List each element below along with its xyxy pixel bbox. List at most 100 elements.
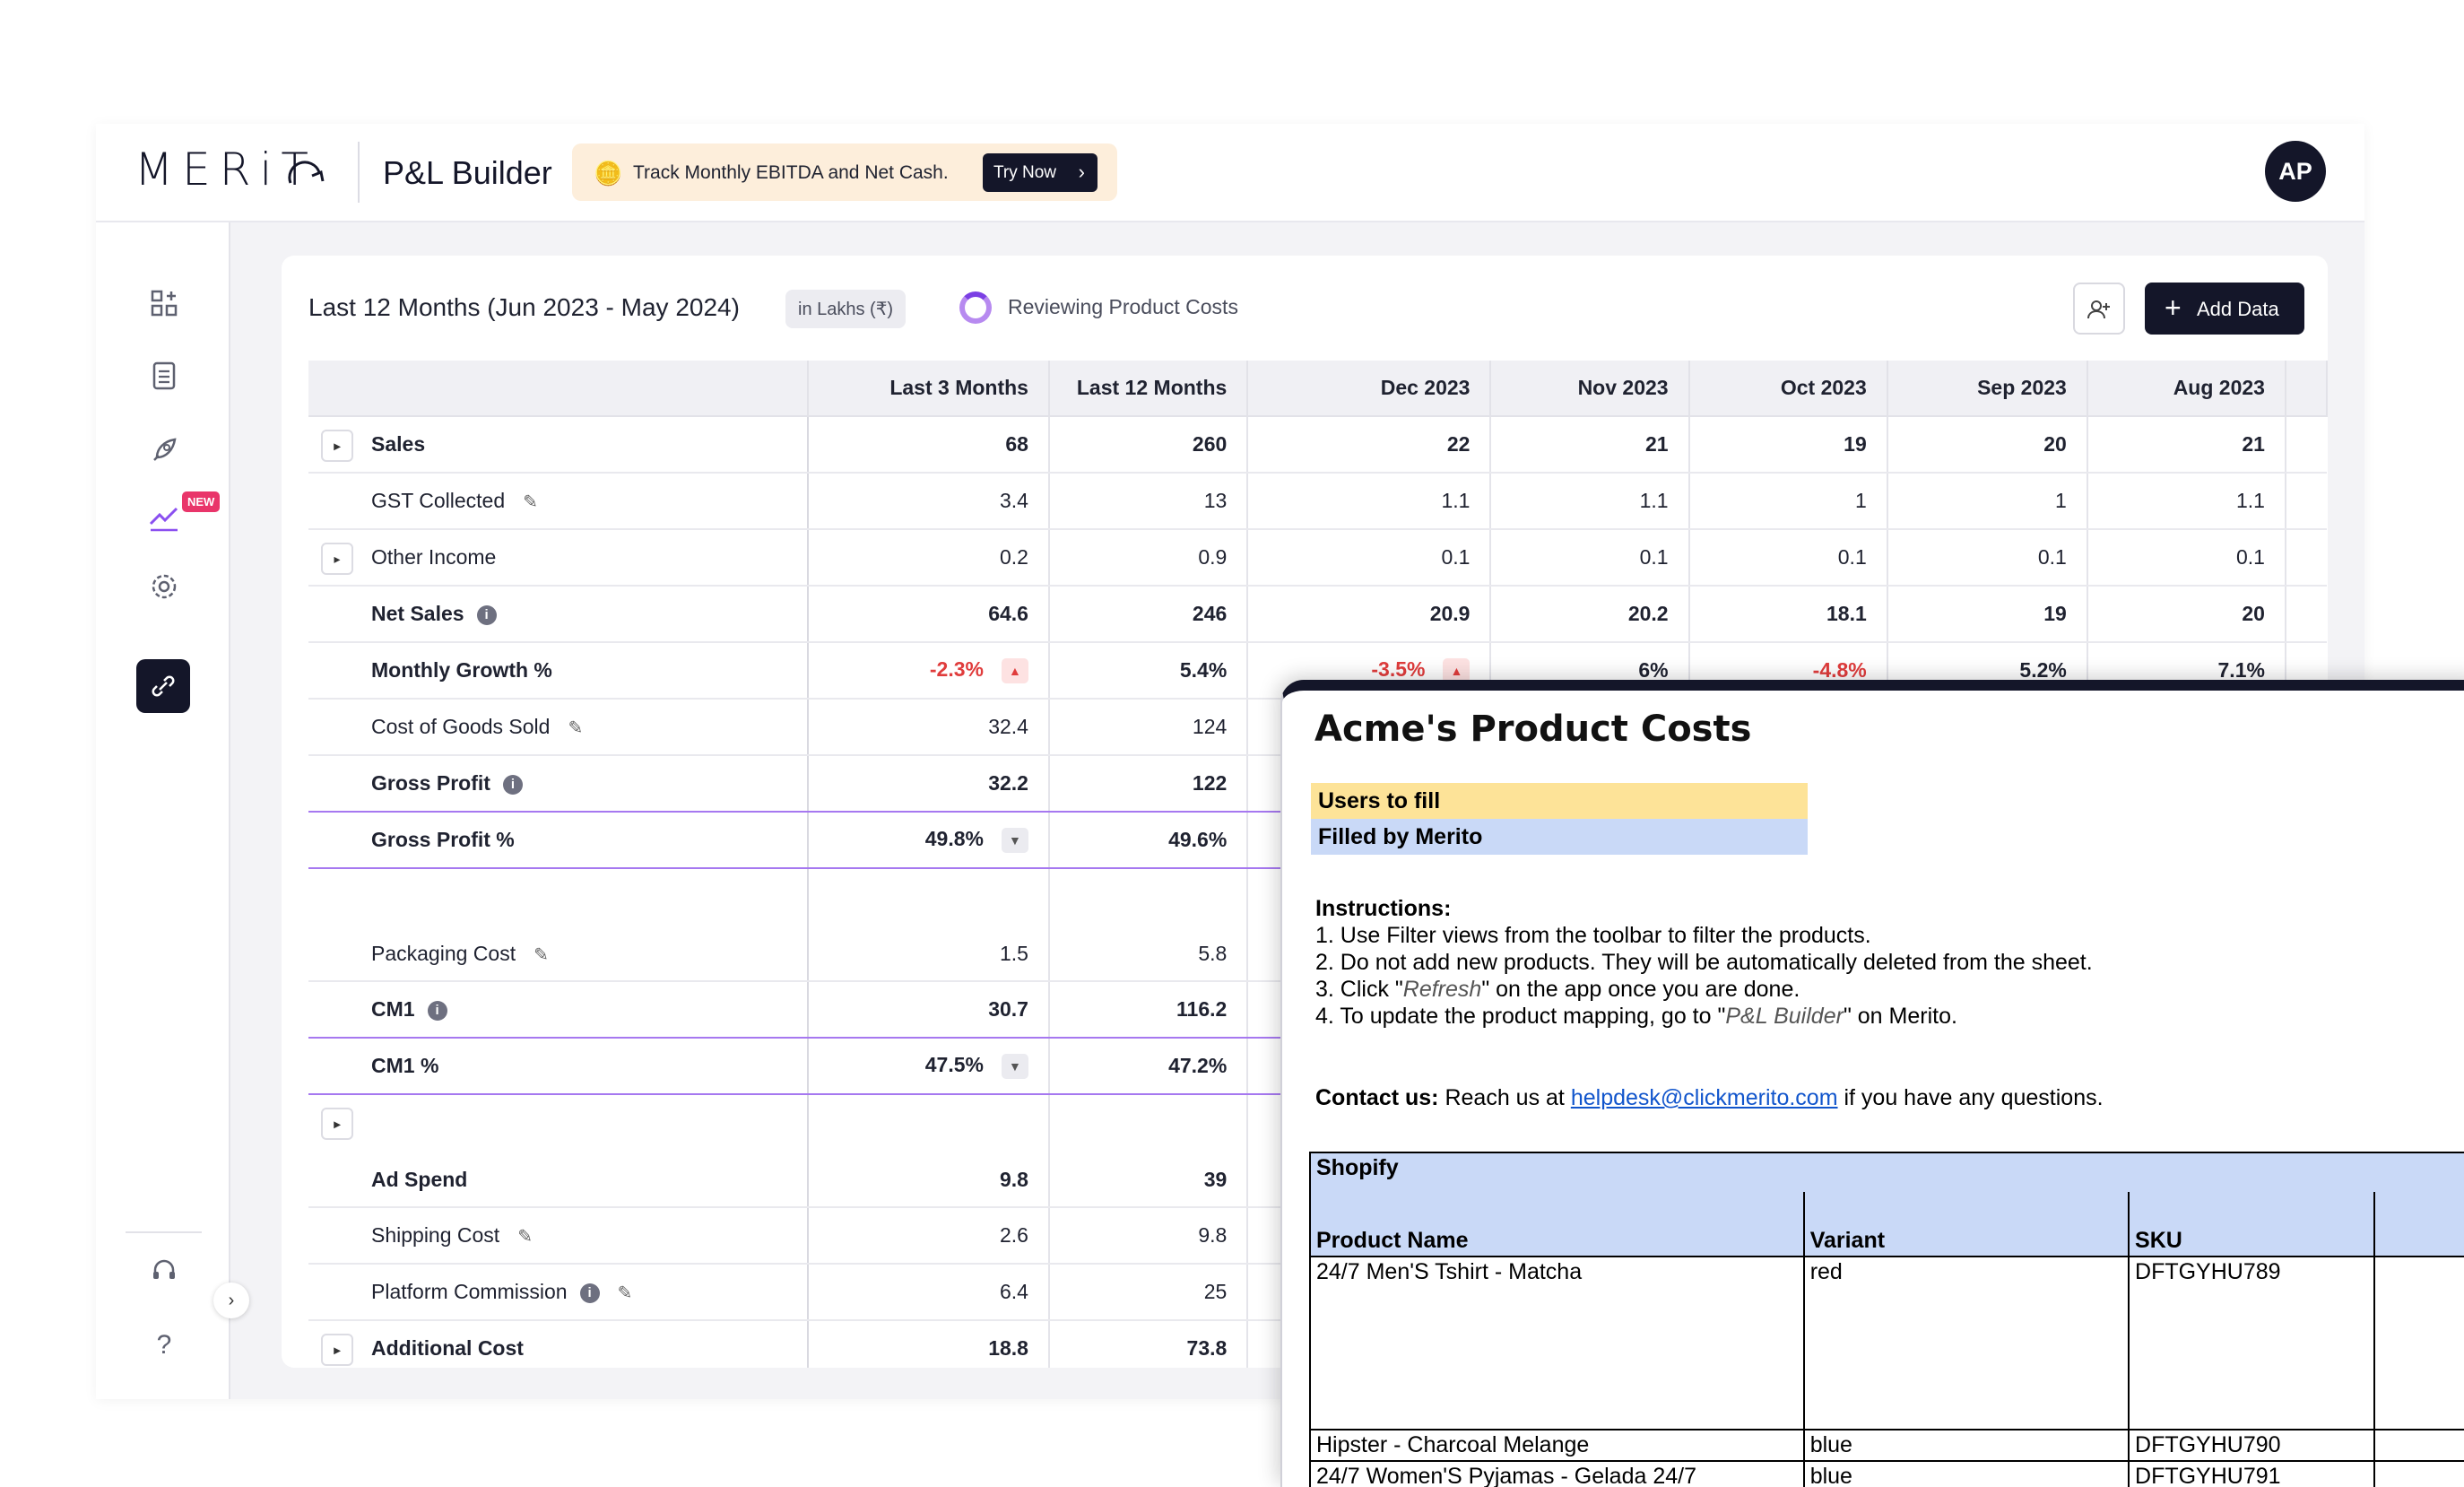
value: 21: [1644, 432, 1669, 456]
value-cell: 49.8% ▼: [807, 812, 1050, 869]
value: 30.7: [988, 997, 1028, 1021]
value-cell: 0.1: [1688, 529, 1888, 587]
row-label: Additional Cost: [371, 1336, 524, 1360]
sku-cell[interactable]: DFTGYHU790: [2128, 1429, 2376, 1462]
table-row: ▸ Sales 68 260 22 21 19 20 21: [308, 416, 2327, 474]
variant-cell[interactable]: red: [1802, 1256, 2130, 1430]
edit-pencil-icon[interactable]: ✎: [617, 1283, 633, 1303]
help-icon[interactable]: ?: [156, 1330, 172, 1360]
trend-down-chip-icon[interactable]: ▼: [1001, 1053, 1028, 1079]
trend-up-chip-icon[interactable]: ▲: [1001, 657, 1028, 683]
value: 21: [2242, 432, 2265, 456]
support-icon[interactable]: [146, 1257, 182, 1293]
value-cell: 20.9: [1247, 586, 1492, 643]
edit-pencil-icon[interactable]: ✎: [534, 945, 549, 965]
value: 9.8: [999, 1168, 1028, 1191]
sku-cell[interactable]: DFTGYHU791: [2128, 1460, 2376, 1487]
value-cell: 0.1: [1887, 529, 2088, 587]
row-label-cell: Gross Profit i: [308, 755, 809, 813]
row-label-cell: Monthly Growth %: [308, 642, 809, 700]
rocket-icon[interactable]: [146, 436, 182, 472]
instruction-text: " on the app once you are done.: [1481, 977, 1800, 1002]
header-divider: [358, 142, 360, 203]
column-header: Product Name: [1309, 1192, 1805, 1257]
cost-cell[interactable]: [2373, 1429, 2464, 1462]
edit-pencil-icon[interactable]: ✎: [568, 718, 584, 738]
variant-cell[interactable]: blue: [1802, 1429, 2130, 1462]
value: 3.4: [999, 489, 1028, 512]
variant-cell[interactable]: blue: [1802, 1460, 2130, 1487]
plus-icon: +: [2165, 291, 2182, 324]
expand-row-icon[interactable]: ▸: [321, 430, 353, 462]
expand-row-icon[interactable]: ▸: [321, 543, 353, 575]
promo-text: Track Monthly EBITDA and Net Cash.: [633, 162, 949, 183]
integrations-icon[interactable]: [136, 659, 190, 713]
value: 18.1: [1826, 602, 1867, 625]
contact-line: Contact us: Reach us at helpdesk@clickme…: [1315, 1085, 2104, 1111]
edit-pencil-icon[interactable]: ✎: [523, 492, 538, 512]
trend-up-chip-icon[interactable]: ▲: [1443, 657, 1471, 683]
product-name-cell[interactable]: 24/7 Women'S Pyjamas - Gelada 24/7: [1309, 1460, 1805, 1487]
row-label-cell: CM1 i: [308, 981, 809, 1039]
value: 116.2: [1176, 997, 1228, 1021]
info-icon[interactable]: i: [579, 1283, 600, 1303]
edit-pencil-icon[interactable]: ✎: [517, 1227, 533, 1247]
value: 1: [1854, 489, 1867, 512]
cost-cell[interactable]: [2373, 1256, 2464, 1430]
column-header: Sep 2023: [1887, 361, 2088, 417]
trend-icon[interactable]: [146, 500, 182, 536]
period-title: Last 12 Months (Jun 2023 - May 2024): [308, 293, 740, 321]
value: 22: [1446, 432, 1471, 456]
value-cell: 0.1: [1490, 529, 1690, 587]
settings-icon[interactable]: [146, 572, 182, 608]
value: 0.1: [2037, 545, 2067, 569]
info-icon[interactable]: i: [476, 604, 497, 625]
row-label: Ad Spend: [371, 1168, 468, 1191]
value-cell: 30.7: [807, 981, 1050, 1039]
table-row: 24/7 Women'S Pyjamas - Gelada 24/7 blue …: [1309, 1460, 2464, 1487]
column-header: SKU: [2128, 1192, 2376, 1257]
app-title: P&L Builder: [383, 154, 552, 191]
value-cell: 39: [1048, 1094, 1249, 1208]
instruction-text: 4. To update the product mapping, go to …: [1315, 1004, 1726, 1029]
row-label: GST Collected: [371, 489, 506, 512]
product-name-cell[interactable]: Hipster - Charcoal Melange: [1309, 1429, 1805, 1462]
unit-chip[interactable]: in Lakhs (₹): [785, 290, 907, 328]
report-icon[interactable]: [146, 361, 182, 396]
value-cell: 116.2: [1048, 981, 1249, 1039]
cost-cell[interactable]: [2373, 1460, 2464, 1487]
row-label: Shipping Cost: [371, 1223, 500, 1247]
value: 47.2%: [1168, 1054, 1228, 1077]
add-data-button[interactable]: + Add Data: [2145, 283, 2304, 335]
value: -2.3%: [929, 657, 984, 682]
expand-row-icon[interactable]: ▸: [321, 1334, 353, 1366]
value-cell: 47.2%: [1048, 1038, 1249, 1095]
value-cell: 9.8: [807, 1094, 1050, 1208]
sidebar-toggle-button[interactable]: ›: [213, 1283, 249, 1318]
trend-down-chip-icon[interactable]: ▼: [1001, 827, 1028, 853]
value: 0.2: [999, 545, 1028, 569]
add-user-button[interactable]: [2073, 283, 2125, 335]
try-now-button[interactable]: Try Now ›: [983, 153, 1098, 192]
value-cell: 122: [1048, 755, 1249, 813]
value-cell: 49.6%: [1048, 812, 1249, 869]
value: 20.2: [1627, 602, 1669, 625]
top-bar: [96, 124, 2364, 222]
product-name-cell[interactable]: 24/7 Men'S Tshirt - Matcha: [1309, 1256, 1805, 1430]
column-header: Variant: [1802, 1192, 2130, 1257]
group-header: Shopify: [1309, 1152, 2464, 1192]
info-icon[interactable]: i: [502, 774, 523, 795]
value: 19: [2043, 602, 2067, 625]
sku-cell[interactable]: DFTGYHU789: [2128, 1256, 2376, 1430]
avatar[interactable]: AP: [2265, 141, 2326, 202]
value: 0.9: [1198, 545, 1228, 569]
expand-row-icon[interactable]: ▸: [321, 1108, 353, 1140]
helpdesk-email-link[interactable]: helpdesk@clickmerito.com: [1570, 1085, 1838, 1110]
row-label-cell: ▸ Ad Spend: [308, 1094, 809, 1208]
sheet-title: Acme's Product Costs: [1314, 709, 1752, 750]
dashboard-icon[interactable]: [146, 289, 182, 325]
row-label: Packaging Cost: [371, 942, 516, 965]
value: 47.5%: [924, 1053, 984, 1077]
refresh-emphasis: Refresh: [1402, 977, 1482, 1002]
info-icon[interactable]: i: [427, 1000, 447, 1021]
